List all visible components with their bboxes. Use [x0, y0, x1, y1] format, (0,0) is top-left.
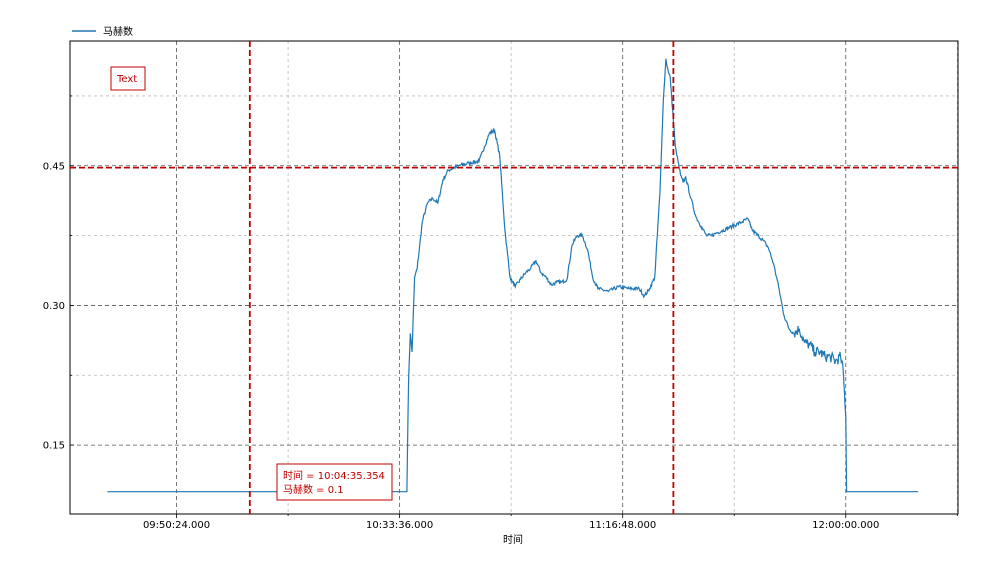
axis-ticks: 09:50:24.000 10:33:36.000 11:16:48.000 12:0… — [43, 95, 958, 531]
x-axis-title: 时间 — [503, 533, 523, 546]
text-annotation-label: Text — [116, 74, 137, 85]
legend: 马赫数 — [72, 25, 133, 38]
legend-label: 马赫数 — [103, 25, 133, 38]
x-tick-label: 12:00:00.000 — [812, 520, 879, 531]
plot-frame — [69, 40, 959, 515]
series-layer — [107, 58, 919, 493]
y-tick-label: 0.15 — [43, 441, 65, 452]
y-tick-label: 0.30 — [43, 301, 65, 312]
grid — [70, 41, 958, 514]
series-line — [107, 58, 919, 493]
cursor-crosshair — [70, 41, 958, 514]
x-tick-label: 09:50:24.000 — [143, 520, 210, 531]
cursor-readout-line2: 马赫数 = 0.1 — [283, 483, 344, 496]
y-tick-label: 0.45 — [43, 161, 65, 172]
text-annotation-box[interactable]: Text — [110, 66, 146, 91]
x-tick-label: 10:33:36.000 — [366, 520, 433, 531]
cursor-readout-box: 时间 = 10:04:35.354 马赫数 = 0.1 — [276, 463, 393, 501]
x-tick-label: 11:16:48.000 — [589, 520, 656, 531]
cursor-readout-line1: 时间 = 10:04:35.354 — [283, 469, 385, 482]
